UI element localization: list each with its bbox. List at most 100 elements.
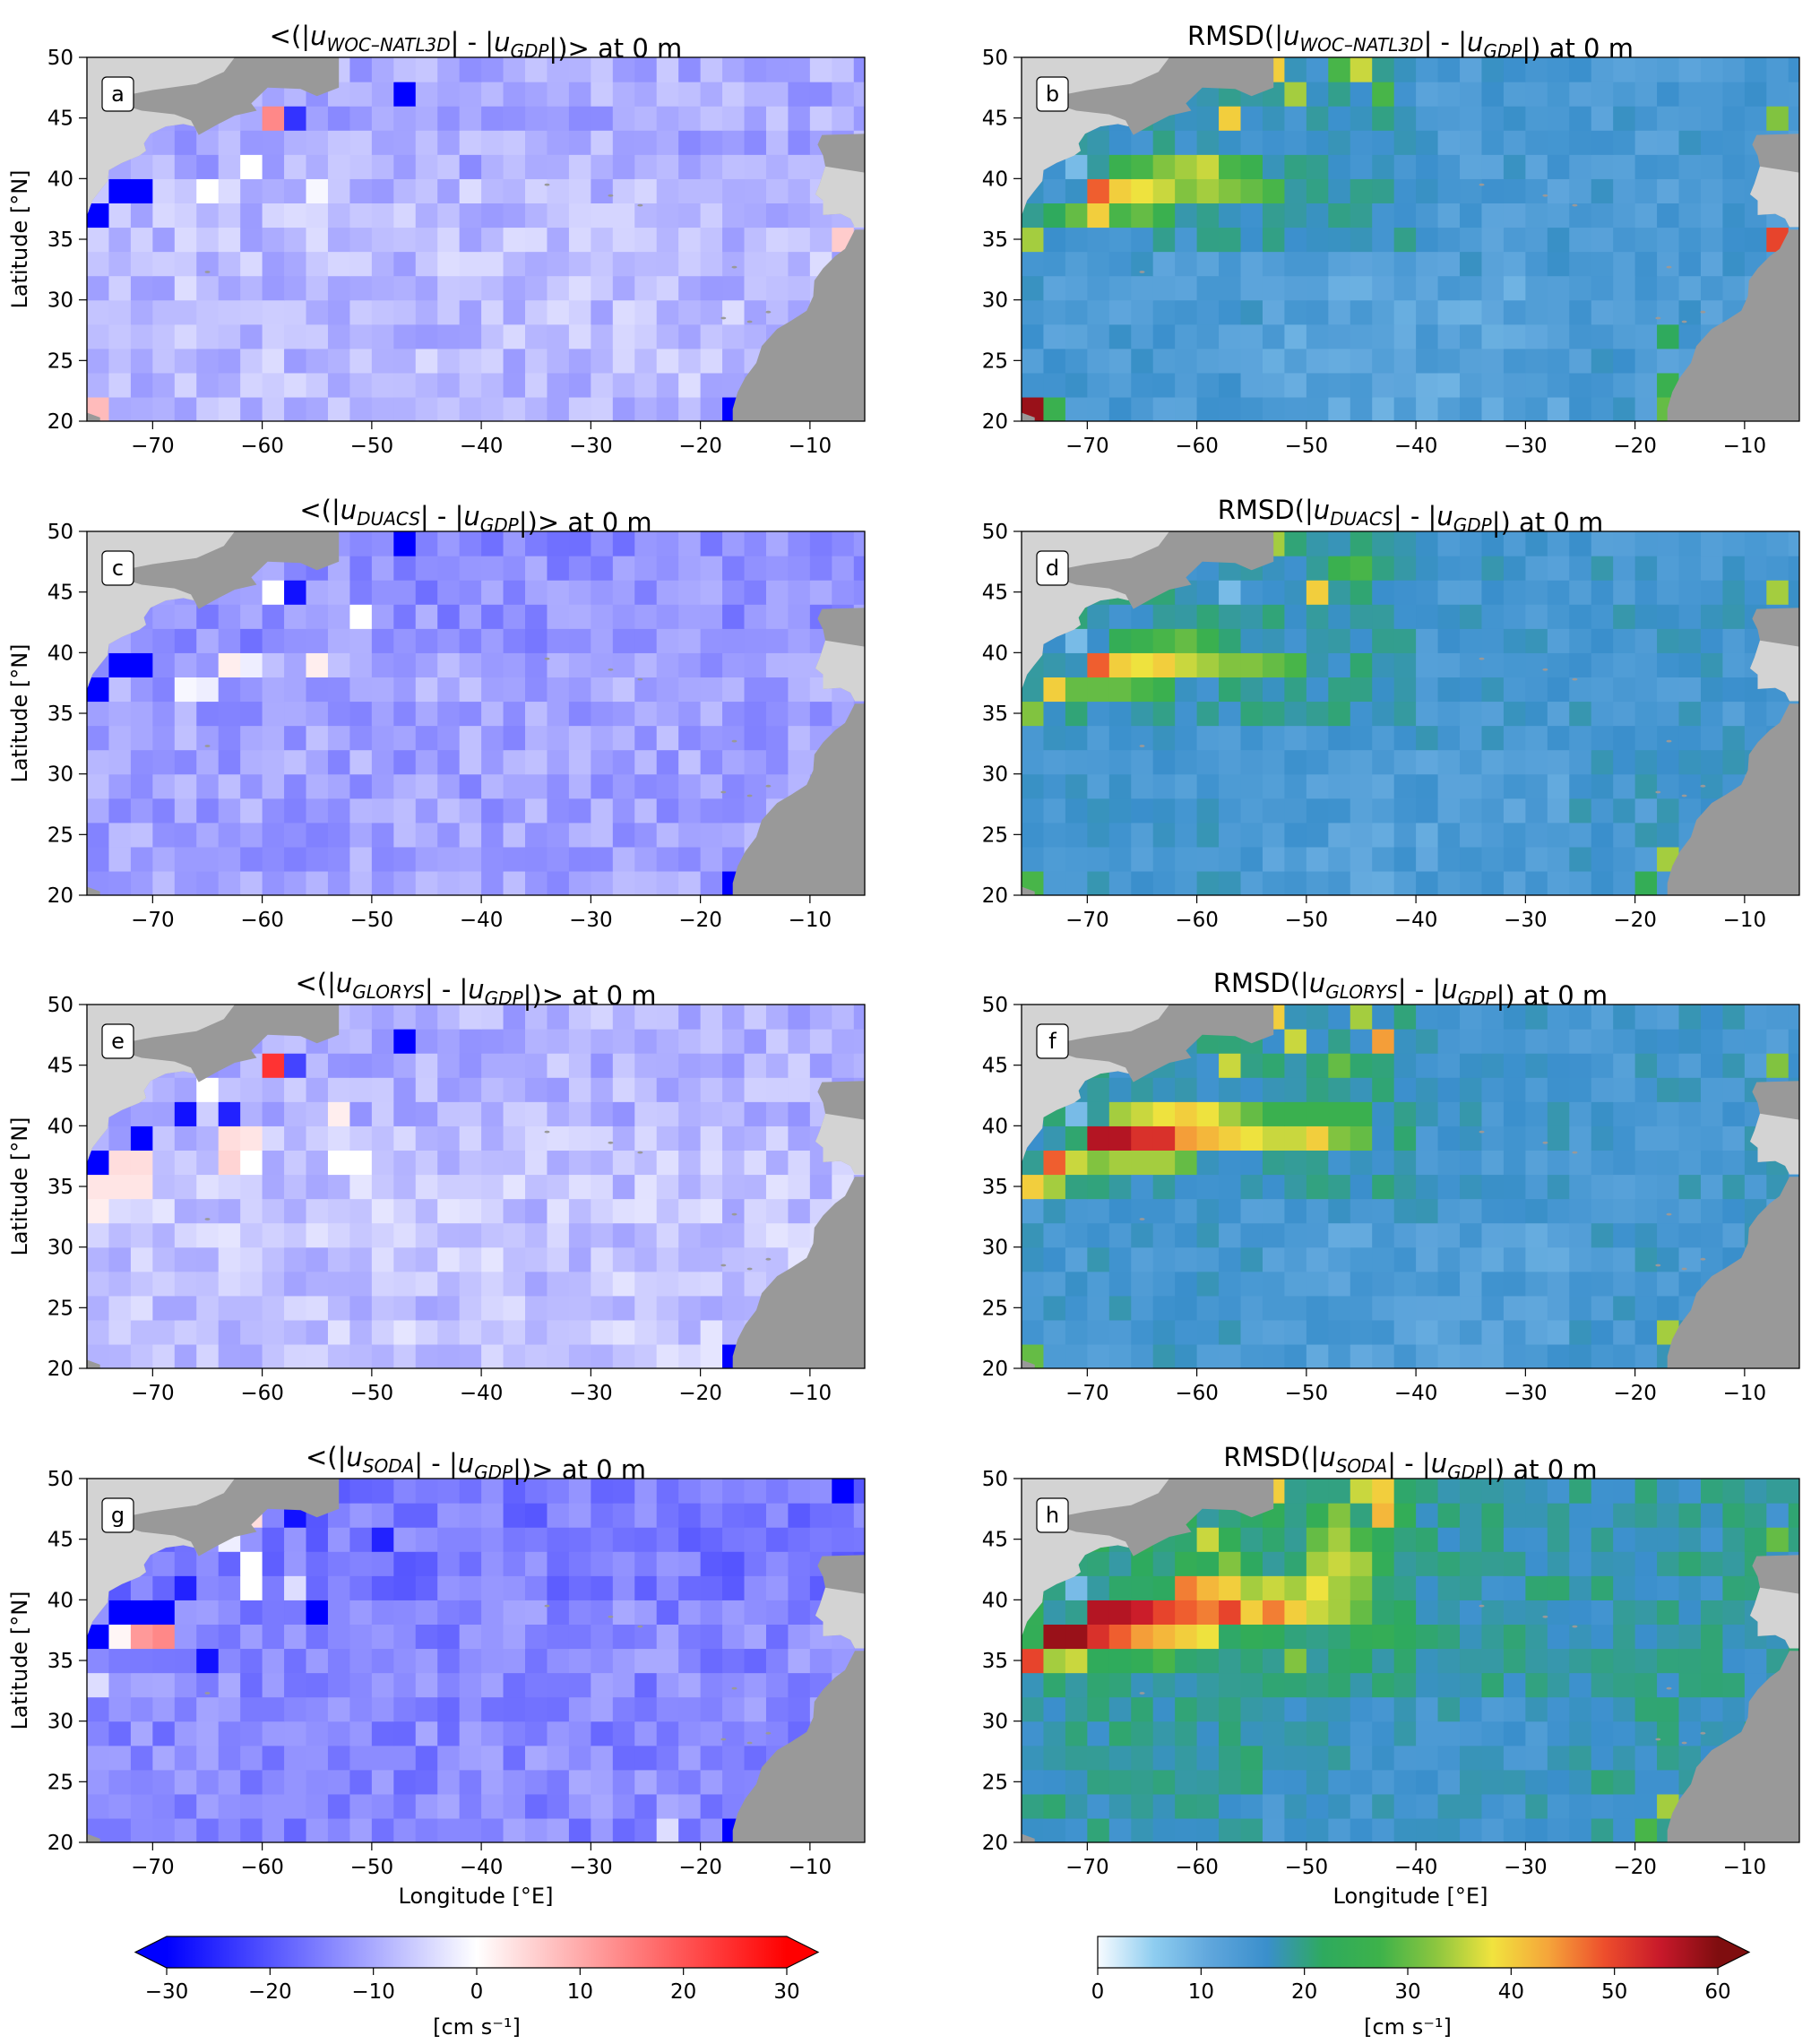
heatmap-cell [87, 1295, 110, 1321]
heatmap-cell [1284, 1527, 1307, 1552]
heatmap-cell [1503, 1575, 1526, 1600]
island [746, 1267, 753, 1271]
heatmap-cell [1262, 628, 1286, 653]
island [1655, 790, 1661, 794]
heatmap-cell [634, 1101, 658, 1126]
heatmap-cell [678, 1343, 702, 1368]
heatmap-cell [1087, 178, 1110, 203]
heatmap-cell [525, 227, 548, 253]
heatmap-cell [568, 1053, 591, 1078]
title-subscript: GDP [485, 988, 524, 1009]
heatmap-cell [1547, 773, 1570, 799]
heatmap-cell [1547, 396, 1570, 421]
heatmap-cell [1657, 57, 1680, 82]
heatmap-cell [1416, 1503, 1439, 1528]
heatmap-cell [1328, 531, 1351, 556]
heatmap-cell [1700, 154, 1724, 179]
heatmap-cell [1175, 749, 1198, 775]
heatmap-cell [459, 1101, 482, 1126]
heatmap-cell [1328, 57, 1351, 82]
heatmap-cell [1262, 1077, 1286, 1102]
heatmap-cell [481, 846, 504, 872]
heatmap-cell [765, 1053, 789, 1078]
heatmap-cell [1219, 1319, 1242, 1345]
heatmap-cell [1503, 251, 1526, 277]
heatmap-cell [678, 1053, 702, 1078]
heatmap-cell [1503, 1672, 1526, 1698]
heatmap-cell [415, 652, 438, 677]
heatmap-cell [656, 773, 679, 799]
heatmap-cell [1613, 1648, 1636, 1674]
heatmap-cell [1591, 299, 1614, 325]
heatmap-cell [1657, 1077, 1680, 1102]
heatmap-cell [1284, 154, 1307, 179]
heatmap-cell [284, 396, 307, 421]
heatmap-cell [700, 1672, 723, 1698]
heatmap-cell [788, 1198, 811, 1224]
heatmap-cell [612, 749, 635, 775]
heatmap-cell [481, 725, 504, 751]
heatmap-cell [1547, 323, 1570, 349]
heatmap-cell [1175, 1551, 1198, 1576]
heatmap-cell [547, 580, 570, 605]
heatmap-cell [1393, 604, 1417, 629]
heatmap-cell [1240, 1053, 1263, 1078]
heatmap-cell [1634, 251, 1658, 277]
heatmap-cell [152, 1600, 176, 1625]
heatmap-cell [1372, 57, 1395, 82]
heatmap-cell [700, 1721, 723, 1746]
heatmap-cell [788, 57, 811, 82]
heatmap-cell [1700, 1551, 1724, 1576]
heatmap-cell [1328, 1696, 1351, 1722]
heatmap-cell [678, 1295, 702, 1321]
heatmap-cell [1613, 580, 1636, 605]
heatmap-cell [1393, 701, 1417, 727]
heatmap-cell [788, 1648, 811, 1674]
heatmap-cell [306, 1150, 329, 1176]
heatmap-cell [1175, 677, 1198, 703]
heatmap-cell [1634, 604, 1658, 629]
heatmap-cell [1569, 1101, 1592, 1126]
heatmap-cell [371, 203, 394, 229]
heatmap-cell [568, 1793, 591, 1819]
heatmap-cell [1152, 1198, 1176, 1224]
heatmap-cell [174, 1222, 197, 1248]
heatmap-cell [1175, 251, 1198, 277]
heatmap-cell [349, 154, 373, 179]
heatmap-cell [1678, 1005, 1702, 1030]
heatmap-cell [1569, 1295, 1592, 1321]
heatmap-cell [1481, 773, 1505, 799]
heatmap-cell [1196, 299, 1220, 325]
heatmap-cell [415, 348, 438, 374]
heatmap-cell [1284, 1125, 1307, 1151]
heatmap-cell [1152, 1721, 1176, 1746]
heatmap-cell [1678, 57, 1702, 82]
heatmap-cell [1219, 1721, 1242, 1746]
heatmap-cell [459, 701, 482, 727]
heatmap-cell [568, 1503, 591, 1528]
heatmap-cell [612, 1696, 635, 1722]
heatmap-cell [1481, 1551, 1505, 1576]
heatmap-cell [656, 1246, 679, 1272]
heatmap-cell [1065, 1198, 1088, 1224]
heatmap-cell [765, 1174, 789, 1200]
island [1681, 320, 1687, 323]
heatmap-cell [218, 1769, 241, 1795]
heatmap-cell [547, 275, 570, 301]
heatmap-cell [1437, 1053, 1461, 1078]
heatmap-cell [371, 773, 394, 799]
heatmap-cell [634, 652, 658, 677]
heatmap-cell [262, 822, 285, 848]
heatmap-cell [1284, 1793, 1307, 1819]
heatmap-cell [459, 154, 482, 179]
heatmap-cell [262, 1198, 285, 1224]
island [1700, 1731, 1706, 1735]
heatmap-cell [1547, 1696, 1570, 1722]
heatmap-cell [503, 1077, 526, 1102]
heatmap-cell [1108, 725, 1132, 751]
heatmap-cell [1262, 725, 1286, 751]
heatmap-cell [612, 604, 635, 629]
heatmap-cell [1678, 1029, 1702, 1054]
heatmap-cell [1393, 372, 1417, 398]
